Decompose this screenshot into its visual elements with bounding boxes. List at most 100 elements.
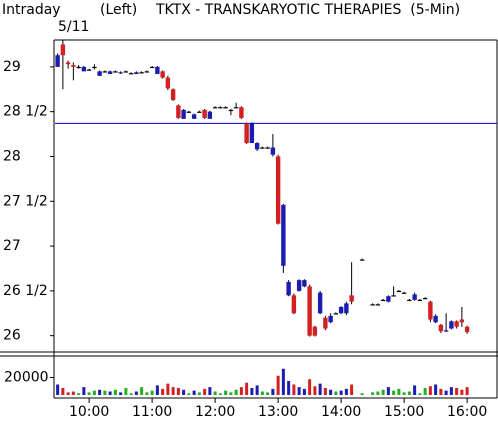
volume-bar [308, 379, 312, 395]
volume-bar [234, 389, 238, 395]
volume-bar [371, 392, 375, 395]
volume-bar [455, 388, 459, 395]
volume-bar [260, 391, 264, 395]
candle-body [123, 71, 129, 73]
candle-body [202, 109, 207, 118]
volume-bar [339, 390, 343, 395]
candle-body [86, 69, 92, 71]
volume-bar [449, 387, 453, 395]
volume-bar [245, 382, 249, 395]
candle-body [412, 294, 417, 300]
y-tick-label: 28 [3, 148, 21, 164]
volume-tick-label: 20000 [4, 370, 49, 386]
x-tick-label: 11:00 [132, 404, 172, 420]
volume-bar [103, 390, 107, 395]
candle-body [443, 330, 449, 332]
candle-body [380, 299, 386, 302]
candle-body [134, 72, 139, 75]
candle-body [302, 280, 307, 287]
candle-body [160, 71, 165, 78]
volume-bar [239, 387, 243, 395]
volume-bar [297, 387, 301, 395]
candle-body [128, 73, 134, 75]
volume-bar [439, 388, 443, 395]
volume-bar [318, 383, 322, 395]
volume-bar [187, 393, 191, 395]
candle-body [407, 299, 412, 302]
volume-bar [166, 383, 170, 395]
candle-body [181, 109, 186, 119]
candle-body [396, 290, 402, 293]
x-tick-label: 12:00 [195, 404, 235, 420]
axis-side: (Left) [100, 2, 137, 18]
volume-bar [171, 387, 175, 395]
volume-bar [407, 391, 411, 395]
volume-bar [313, 386, 317, 395]
candle-body [249, 123, 255, 144]
candle-body [323, 317, 328, 329]
volume-bar [302, 388, 306, 395]
candle-body [176, 105, 181, 118]
volume-bar [271, 388, 275, 395]
candle-body [449, 321, 454, 329]
volume-bar [71, 391, 75, 395]
volume-bar [428, 386, 432, 395]
volume-bar [150, 390, 154, 395]
volume-bar [119, 392, 123, 395]
candle-body [417, 299, 423, 302]
volume-bar [92, 390, 96, 395]
volume-bar [66, 392, 70, 395]
candle-body [223, 107, 228, 109]
volume-bar [276, 375, 280, 395]
candle-body [107, 71, 113, 75]
candle-body [333, 313, 339, 315]
volume-bar [203, 388, 207, 395]
candle-body [191, 114, 197, 119]
candle-body [207, 111, 213, 119]
candle-body [338, 306, 344, 314]
candle-body [454, 321, 459, 327]
candle-body [344, 303, 349, 314]
candle-body [270, 147, 276, 155]
candle-body [165, 77, 171, 89]
y-tick-label: 26 [3, 328, 21, 344]
volume-bar [161, 388, 165, 395]
candle-body [391, 295, 396, 297]
x-tick-label: 13:00 [258, 404, 298, 420]
volume-bar [176, 388, 180, 395]
candle-body [328, 315, 333, 323]
volume-bar [250, 388, 254, 395]
volume-bar [292, 384, 296, 395]
volume-bar [334, 391, 338, 395]
volume-bar [145, 392, 149, 395]
candle-body [97, 71, 102, 76]
candle-body [286, 281, 291, 296]
candle-body [375, 304, 381, 306]
candle-body [71, 65, 76, 67]
candle-body [76, 66, 81, 69]
volume-bar [329, 389, 333, 395]
chart-title: TKTX - TRANSKARYOTIC THERAPIES (5-Min) [155, 2, 460, 18]
volume-bar [208, 387, 212, 395]
date-label: 5/11 [58, 19, 89, 35]
candle-body [275, 156, 281, 224]
candle-body [212, 107, 218, 109]
volume-bar [287, 381, 291, 395]
y-tick-label: 28 1/2 [3, 104, 48, 120]
volume-bar [255, 385, 259, 395]
candle-body [438, 324, 444, 332]
candle-body [239, 107, 244, 118]
volume-bar [465, 387, 469, 395]
mode-label: Intraday [2, 2, 61, 18]
volume-bar [108, 391, 112, 395]
volume-bar [413, 385, 417, 395]
candle-body [197, 111, 202, 113]
candle-body [464, 326, 470, 333]
volume-bar [323, 388, 327, 395]
volume-bar [218, 393, 222, 395]
volume-bar [350, 384, 354, 395]
candle-body [92, 66, 97, 69]
volume-bar [376, 391, 380, 395]
volume-bar [434, 384, 438, 395]
